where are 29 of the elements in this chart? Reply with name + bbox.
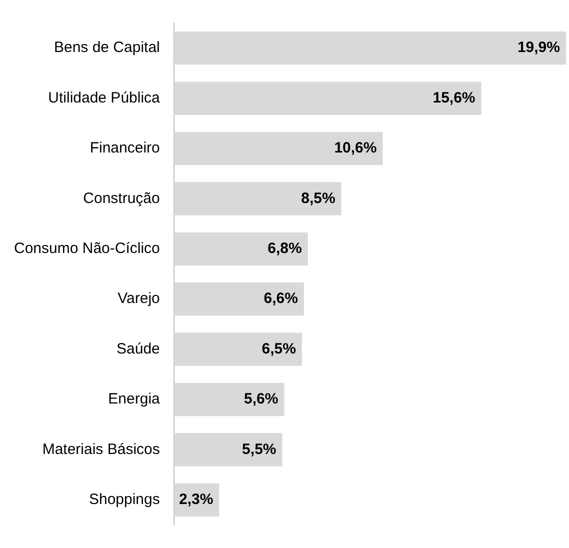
y-tick-label: Utilidade Pública bbox=[48, 89, 161, 106]
data-label: 19,9% bbox=[517, 39, 560, 56]
data-label: 5,5% bbox=[242, 440, 276, 458]
bar bbox=[174, 232, 308, 266]
bar bbox=[174, 282, 304, 316]
bar bbox=[174, 382, 284, 416]
data-label: 6,8% bbox=[268, 240, 302, 258]
y-tick-label: Energia bbox=[108, 390, 161, 408]
y-tick-label: Bens de Capital bbox=[54, 39, 160, 56]
y-tick-label: Varejo bbox=[118, 290, 160, 308]
data-label: 8,5% bbox=[301, 190, 336, 207]
y-tick-label: Financeiro bbox=[90, 140, 160, 157]
bar bbox=[174, 32, 566, 65]
data-label: 5,6% bbox=[244, 390, 278, 408]
bar bbox=[174, 132, 383, 166]
bar bbox=[174, 332, 302, 366]
y-tick-label: Saúde bbox=[116, 340, 160, 358]
y-tick-label: Construção bbox=[83, 190, 160, 207]
y-tick-label: Materiais Básicos bbox=[42, 440, 160, 458]
data-label: 15,6% bbox=[432, 89, 476, 106]
bar bbox=[174, 82, 482, 115]
bar bbox=[174, 182, 342, 216]
data-label: 10,6% bbox=[334, 140, 377, 157]
data-label: 2,3% bbox=[179, 491, 214, 508]
data-label: 6,5% bbox=[262, 340, 296, 358]
data-label: 6,6% bbox=[264, 290, 298, 308]
y-tick-label: Shoppings bbox=[88, 491, 160, 508]
y-tick-label: Consumo Não-Cíclico bbox=[14, 240, 160, 258]
bar bbox=[174, 433, 282, 466]
